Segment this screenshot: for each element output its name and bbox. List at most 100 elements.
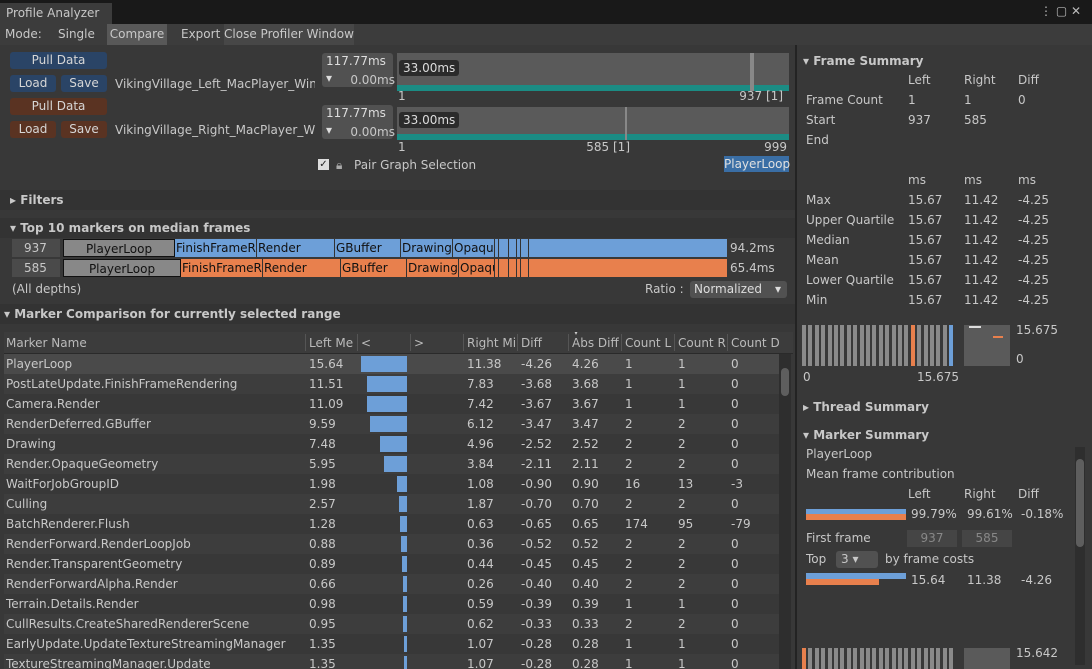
table-cell: 0.26 — [467, 576, 494, 592]
ratio-dropdown[interactable]: Normalized▾ — [690, 281, 787, 298]
histogram-bar — [860, 648, 864, 669]
table-cell: 0.62 — [467, 616, 494, 632]
table-cell: 0.45 — [572, 556, 599, 572]
label: Mean frame contribution — [806, 467, 955, 481]
marker-segment[interactable]: GBuffer — [341, 259, 407, 277]
summary-cell: -4.25 — [1018, 213, 1049, 227]
box-plot — [964, 648, 1010, 669]
section-header[interactable]: ▸ Filters — [0, 190, 795, 210]
tab[interactable]: Close Profiler Window — [224, 24, 354, 45]
sort-arrow: ▾ — [574, 332, 578, 337]
section-header[interactable]: ▾ Top 10 markers on median frames — [0, 218, 795, 238]
histogram-bar — [930, 325, 934, 366]
section-header[interactable]: ▾ Marker Summary — [797, 427, 1092, 443]
column-header[interactable]: Left Me — [309, 334, 359, 352]
column-header[interactable]: Diff — [521, 334, 569, 352]
window-menu[interactable]: ⋮ ▢ ✕ — [1040, 4, 1081, 18]
table-cell: 1 — [678, 396, 686, 412]
marker-segment[interactable]: Opaqu — [453, 239, 495, 257]
table-cell: 0 — [731, 496, 739, 512]
table-cell: Render.OpaqueGeometry — [6, 456, 158, 472]
save-button[interactable]: Save — [61, 75, 107, 92]
label: Top — [806, 552, 826, 566]
histogram-bar — [866, 325, 870, 366]
section-header[interactable]: ▾ Marker Comparison for currently select… — [0, 304, 795, 324]
histogram-bar — [828, 325, 832, 366]
lock-icon[interactable]: 🔒︎ — [336, 157, 342, 173]
column-header[interactable]: < — [361, 334, 411, 352]
marker-segment[interactable]: Render — [257, 239, 335, 257]
load-button[interactable]: Load — [10, 75, 56, 92]
load-button[interactable]: Load — [10, 121, 56, 138]
table-cell: 0.63 — [467, 516, 494, 532]
summary-pane: ▾ Frame SummaryLeftRightDiffFrame Count1… — [795, 45, 1092, 669]
column-header[interactable]: Count R — [678, 334, 728, 352]
summary-cell: 585 — [964, 113, 987, 127]
table-cell: -0.70 — [521, 496, 552, 512]
table-cell: 4.96 — [467, 436, 494, 452]
selected-marker[interactable]: PlayerLoop — [724, 156, 789, 172]
marker-segment[interactable] — [499, 239, 509, 257]
summary-cell: -4.25 — [1018, 233, 1049, 247]
marker-segment[interactable]: Drawing — [401, 239, 453, 257]
frame-button[interactable]: 585 — [962, 530, 1012, 547]
table-cell: EarlyUpdate.UpdateTextureStreamingManage… — [6, 636, 286, 652]
table-cell: 0 — [731, 436, 739, 452]
tab[interactable]: Compare — [107, 24, 167, 45]
marker-segment[interactable]: Drawing — [407, 259, 459, 277]
marker-segment[interactable]: FinishFrameR — [181, 259, 263, 277]
tab[interactable]: Export — [181, 26, 220, 42]
diff-bar — [404, 636, 407, 652]
summary-cell: -4.25 — [1018, 193, 1049, 207]
table-cell: 0.33 — [572, 616, 599, 632]
marker-segment[interactable]: Opaqu — [459, 259, 495, 277]
histogram-bar — [917, 648, 921, 669]
top-dropdown[interactable]: 3 ▾ — [836, 551, 878, 568]
table-cell: 2 — [678, 536, 686, 552]
pull-data-button[interactable]: Pull Data — [10, 98, 107, 115]
cost: 11.38 — [967, 573, 1001, 587]
marker-segment[interactable] — [509, 239, 517, 257]
column-header[interactable]: Right Mi — [467, 334, 517, 352]
summary-cell: 11.42 — [964, 233, 998, 247]
marker-segment[interactable] — [521, 259, 529, 277]
column-header[interactable]: Count L — [625, 334, 675, 352]
table-cell: 0.70 — [572, 496, 599, 512]
table-cell: 174 — [625, 516, 648, 532]
histogram-bar — [860, 325, 864, 366]
frame-box: 585 — [12, 259, 60, 277]
histogram-bar — [802, 325, 806, 366]
column-header[interactable]: Abs Diff — [572, 334, 622, 352]
marker-segment[interactable] — [509, 259, 517, 277]
window-tab[interactable]: Profile Analyzer — [0, 3, 112, 24]
marker-segment[interactable] — [499, 259, 509, 277]
pull-data-button[interactable]: Pull Data — [10, 52, 107, 69]
marker-segment[interactable]: PlayerLoop — [63, 239, 175, 257]
marker-segment[interactable]: Render — [263, 259, 341, 277]
column-header[interactable]: Count D — [731, 334, 781, 352]
column-header[interactable]: > — [414, 334, 464, 352]
marker-segment[interactable]: FinishFrameR — [175, 239, 257, 257]
histogram-bar — [815, 325, 819, 366]
scroll-thumb[interactable] — [1076, 459, 1084, 547]
frame-button[interactable]: 937 — [907, 530, 957, 547]
section-header[interactable]: ▾ Frame Summary — [797, 53, 1092, 69]
section-header[interactable]: ▸ Thread Summary — [797, 399, 1092, 415]
marker-segment[interactable] — [529, 259, 727, 277]
table-cell: 16 — [625, 476, 640, 492]
histogram-bar — [853, 325, 857, 366]
tab[interactable]: Single — [58, 26, 95, 42]
table-row[interactable] — [4, 474, 779, 494]
save-button[interactable]: Save — [61, 121, 107, 138]
marker-segment[interactable] — [529, 239, 727, 257]
marker-segment[interactable]: GBuffer — [335, 239, 401, 257]
marker-segment[interactable]: PlayerLoop — [63, 259, 181, 277]
marker-segment[interactable] — [521, 239, 529, 257]
checkbox[interactable]: ✓ — [318, 159, 329, 170]
table-cell: 95 — [678, 516, 693, 532]
table-row[interactable] — [4, 494, 779, 514]
scrollbar[interactable] — [779, 354, 791, 669]
column-header: Left — [908, 73, 931, 87]
column-header[interactable]: Marker Name — [6, 334, 306, 352]
table-cell: 1.35 — [309, 636, 336, 652]
